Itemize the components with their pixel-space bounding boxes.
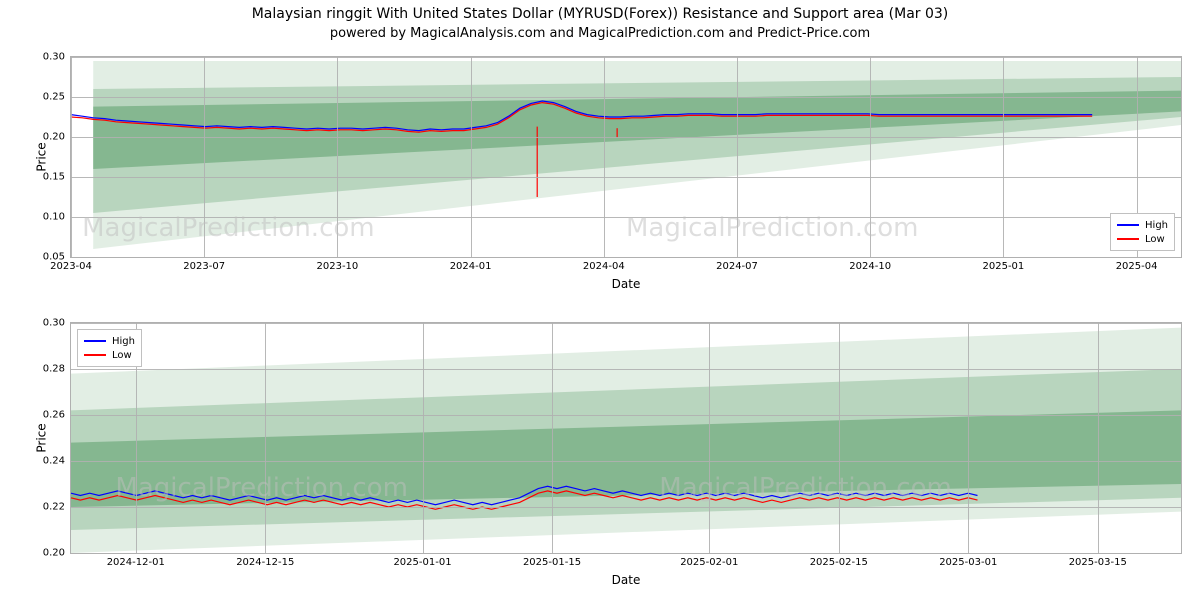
top-xtick: 2024-01 (450, 257, 492, 272)
top-ytick: 0.30 (43, 52, 71, 63)
bottom-ytick: 0.26 (43, 410, 71, 421)
bottom-xtick: 2025-01-15 (523, 553, 581, 568)
bottom-lines-svg (71, 323, 1181, 553)
legend-line-icon (84, 340, 106, 342)
top-ytick: 0.10 (43, 212, 71, 223)
bottom-xtick: 2025-02-15 (810, 553, 868, 568)
bottom-plot: 0.200.220.240.260.280.30 2024-12-012024-… (71, 323, 1181, 553)
legend-label: High (1145, 220, 1168, 231)
bottom-ytick: 0.20 (43, 548, 71, 559)
bottom-xtick: 2025-03-01 (939, 553, 997, 568)
top-low-line (71, 103, 1092, 133)
bottom-x-axis-label: Date (612, 573, 641, 587)
top-x-axis-label: Date (612, 277, 641, 291)
legend-row: High (1117, 218, 1168, 232)
bottom-high-line (71, 486, 978, 504)
bottom-xtick: 2024-12-15 (236, 553, 294, 568)
bottom-chart-panel: 0.200.220.240.260.280.30 2024-12-012024-… (70, 322, 1182, 554)
top-lines-svg (71, 57, 1181, 257)
bottom-ytick: 0.24 (43, 456, 71, 467)
top-xtick: 2024-04 (583, 257, 625, 272)
bottom-xtick: 2025-03-15 (1069, 553, 1127, 568)
legend-line-icon (1117, 224, 1139, 226)
bottom-legend: High Low (77, 329, 142, 367)
top-xtick: 2025-04 (1116, 257, 1158, 272)
top-ytick: 0.20 (43, 132, 71, 143)
top-ytick: 0.15 (43, 172, 71, 183)
legend-label: Low (1145, 234, 1165, 245)
chart-subtitle: powered by MagicalAnalysis.com and Magic… (0, 22, 1200, 41)
bottom-y-axis-label: Price (35, 423, 49, 452)
legend-label: Low (112, 350, 132, 361)
top-xtick: 2024-10 (849, 257, 891, 272)
bottom-ytick: 0.30 (43, 318, 71, 329)
top-xtick: 2023-10 (316, 257, 358, 272)
top-xtick: 2023-04 (50, 257, 92, 272)
top-xtick: 2024-07 (716, 257, 758, 272)
bottom-xtick: 2024-12-01 (107, 553, 165, 568)
top-ytick: 0.25 (43, 92, 71, 103)
legend-line-icon (84, 354, 106, 356)
bottom-ytick: 0.28 (43, 364, 71, 375)
top-y-axis-label: Price (35, 142, 49, 171)
top-chart-panel: 0.050.100.150.200.250.30 2023-042023-072… (70, 56, 1182, 258)
chart-title: Malaysian ringgit With United States Dol… (0, 0, 1200, 22)
legend-row: Low (84, 348, 135, 362)
page: Malaysian ringgit With United States Dol… (0, 0, 1200, 600)
top-plot: 0.050.100.150.200.250.30 2023-042023-072… (71, 57, 1181, 257)
top-xtick: 2023-07 (183, 257, 225, 272)
bottom-ytick: 0.22 (43, 502, 71, 513)
top-xtick: 2025-01 (982, 257, 1024, 272)
legend-row: Low (1117, 232, 1168, 246)
legend-line-icon (1117, 238, 1139, 240)
bottom-xtick: 2025-01-01 (393, 553, 451, 568)
legend-row: High (84, 334, 135, 348)
bottom-xtick: 2025-02-01 (680, 553, 738, 568)
top-legend: High Low (1110, 213, 1175, 251)
legend-label: High (112, 336, 135, 347)
